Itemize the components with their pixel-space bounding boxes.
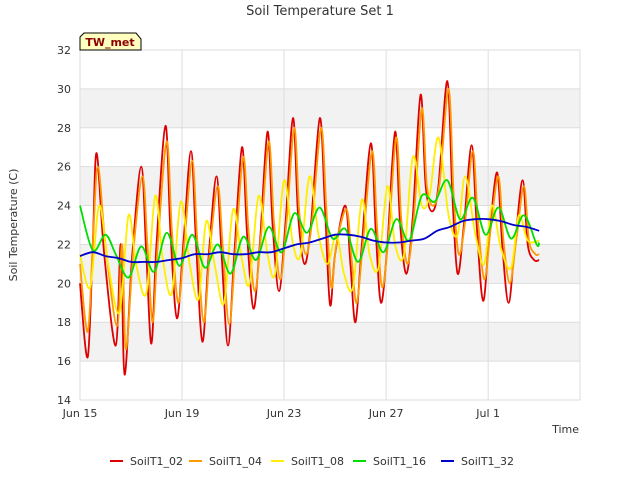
series-line-soilt1-04 <box>79 87 540 351</box>
station-badge: TW_met <box>79 32 142 51</box>
plot-band <box>80 322 580 362</box>
x-axis-ticks: Jun 15 Jun 19 Jun 23 Jun 27 Jul 1 <box>62 407 500 420</box>
y-tick-label: 26 <box>57 161 71 174</box>
x-tick-label: Jun 19 <box>164 407 200 420</box>
legend-label: SoilT1_04 <box>209 455 262 468</box>
series-line-soilt1-16 <box>79 179 541 279</box>
plot-area-border <box>79 49 581 401</box>
series-lines <box>79 80 541 376</box>
chart-title: Soil Temperature Set 1 <box>246 4 394 19</box>
x-tick-label: Jun 23 <box>266 407 302 420</box>
y-axis-title: Soil Temperature (C) <box>7 169 20 282</box>
legend-label: SoilT1_08 <box>291 455 344 468</box>
x-axis-title: Time <box>551 423 579 436</box>
legend-label: SoilT1_16 <box>373 455 426 468</box>
y-tick-label: 32 <box>57 44 71 57</box>
series-line-soilt1-32 <box>79 218 540 264</box>
x-tick-label: Jun 27 <box>368 407 404 420</box>
x-tick-label: Jul 1 <box>475 407 500 420</box>
y-tick-label: 22 <box>57 238 71 251</box>
y-tick-label: 24 <box>57 200 71 213</box>
y-tick-label: 18 <box>57 316 71 329</box>
station-badge-shape <box>79 32 142 51</box>
y-tick-label: 14 <box>57 394 71 407</box>
plot-band <box>80 88 580 128</box>
y-tick-label: 30 <box>57 83 71 96</box>
y-tick-label: 28 <box>57 122 71 135</box>
y-tick-label: 20 <box>57 277 71 290</box>
station-badge-label: TW_met <box>85 36 134 49</box>
y-tick-label: 16 <box>57 355 71 368</box>
legend: SoilT1_02 SoilT1_04 SoilT1_08 SoilT1_16 Soil… <box>110 455 514 468</box>
legend-label: SoilT1_02 <box>130 455 183 468</box>
legend-label: SoilT1_32 <box>461 455 514 468</box>
x-tick-label: Jun 15 <box>62 407 98 420</box>
y-axis-ticks: 14 16 18 20 22 24 26 28 30 32 <box>57 44 71 407</box>
series-line-soilt1-08 <box>79 136 540 315</box>
